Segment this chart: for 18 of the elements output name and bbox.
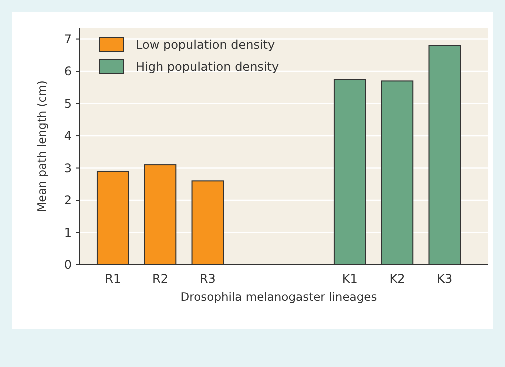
y-tick-label: 3 <box>64 161 72 176</box>
legend-label: High population density <box>136 60 280 74</box>
x-tick-label: K1 <box>342 272 358 286</box>
y-tick-label: 4 <box>64 129 72 144</box>
x-tick-label: K2 <box>390 272 406 286</box>
legend-label: Low population density <box>136 38 276 52</box>
y-tick-label: 6 <box>64 64 72 79</box>
x-tick-label: R2 <box>152 272 169 286</box>
y-axis-title: Mean path length (cm) <box>35 80 49 212</box>
y-tick-label: 1 <box>64 226 72 240</box>
x-tick-label: R1 <box>105 272 122 286</box>
y-tick-label: 0 <box>64 258 72 272</box>
x-tick-label: K3 <box>437 272 453 286</box>
y-tick-label: 2 <box>64 194 72 208</box>
x-tick-label: R3 <box>200 272 216 286</box>
y-tick-label: 7 <box>64 32 72 46</box>
y-tick-label: 5 <box>64 96 72 111</box>
x-axis-title: Drosophila melanogaster lineages <box>180 290 378 304</box>
